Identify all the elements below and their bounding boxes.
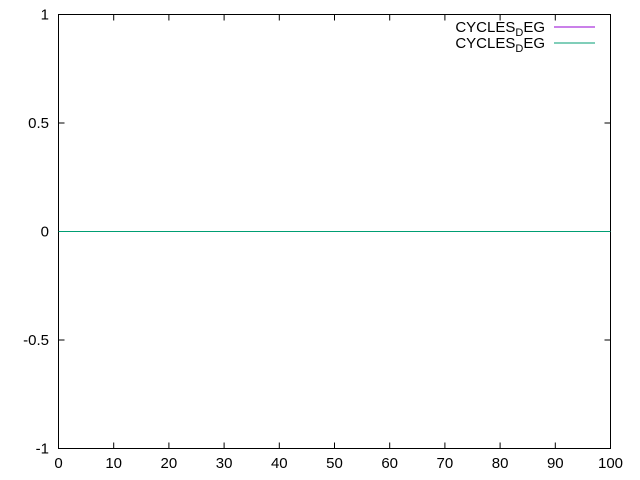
y-tick-label-4: 1	[41, 7, 49, 24]
ticks: -1-0.500.510 10 20 30 40 50 60 70 80 90 100	[23, 7, 623, 473]
y-tick-label-1: -0.5	[23, 332, 49, 349]
legend-label-rest-0: EG	[523, 19, 545, 36]
x-tick-label-7: 70	[437, 455, 454, 472]
legend-label-0: CYCLESDEG	[455, 19, 545, 39]
legend-label-1: CYCLESDEG	[455, 35, 545, 55]
y-tick-label-3: 0.5	[28, 115, 49, 132]
x-tick-label-8: 80	[492, 455, 509, 472]
x-tick-label-6: 60	[381, 455, 398, 472]
x-tick-label-9: 90	[547, 455, 564, 472]
legend-label-rest-1: EG	[523, 35, 545, 52]
x-tick-label-1: 10	[105, 455, 122, 472]
x-tick-label-3: 30	[216, 455, 233, 472]
y-tick-label-2: 0	[41, 224, 49, 241]
legend-label-base-1: CYCLES	[455, 35, 515, 52]
y-tick-label-0: -1	[36, 441, 49, 458]
legend-label-sub-0: D	[515, 27, 523, 39]
legend-label-sub-1: D	[515, 43, 523, 55]
x-tick-label-0: 0	[54, 455, 62, 472]
legend-label-base-0: CYCLES	[455, 19, 515, 36]
x-tick-label-2: 20	[161, 455, 178, 472]
x-tick-label-5: 50	[326, 455, 343, 472]
x-tick-label-10: 100	[598, 455, 623, 472]
x-tick-label-4: 40	[271, 455, 288, 472]
